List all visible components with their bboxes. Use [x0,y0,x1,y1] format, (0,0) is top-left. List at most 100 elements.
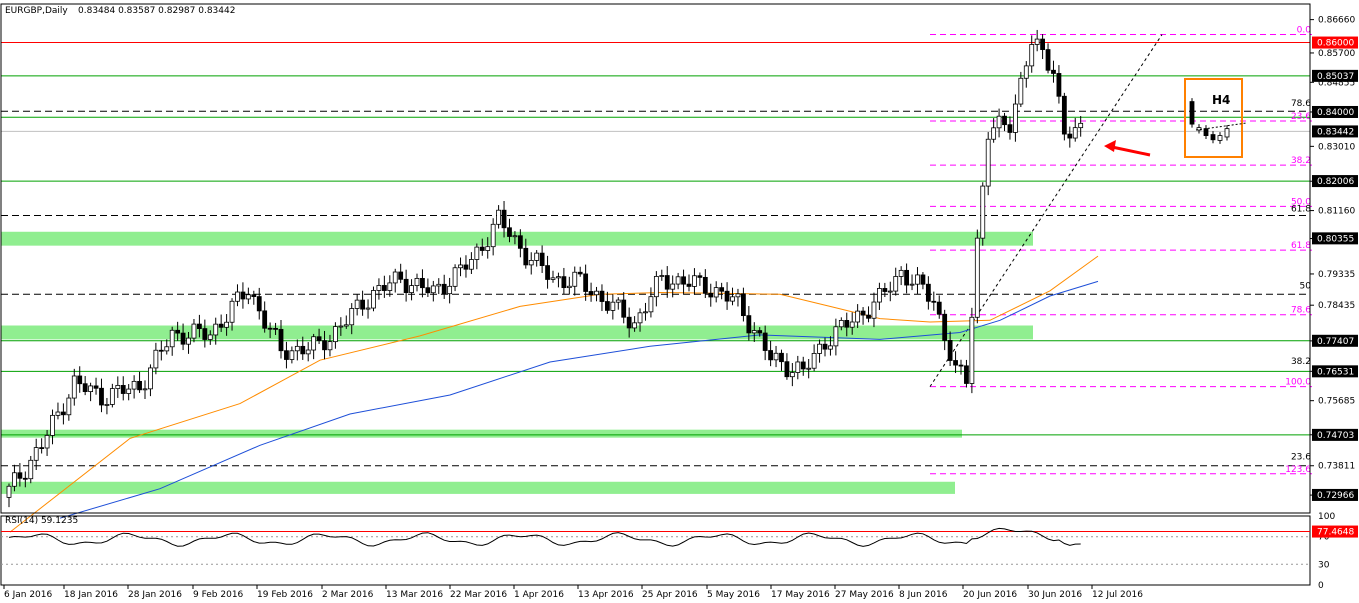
bullish-candle [474,246,480,260]
chart-frame [0,3,1311,586]
bearish-candle [251,294,257,297]
y-tick-label: 0.84855 [1318,78,1355,88]
bullish-candle [735,293,741,298]
bearish-candle [120,385,126,394]
rsi-label: RSI(14) 59.1235 [5,516,78,526]
bearish-candle [686,283,692,287]
bearish-candle [1040,38,1045,50]
bullish-candle [104,404,110,406]
bearish-candle [697,275,703,278]
bearish-candle [381,285,387,291]
price-tag [1312,175,1358,188]
bearish-candle [77,375,83,385]
moving-averages [9,255,1099,533]
bearish-candle [1002,115,1007,126]
bullish-candle [648,296,654,313]
bearish-candle [93,385,99,389]
bullish-candle [148,367,153,390]
bullish-candle [610,301,616,311]
h4-inset-box [1184,78,1243,158]
bearish-candle [360,299,366,310]
bullish-candle [496,209,502,225]
bearish-candle [1067,133,1073,139]
bullish-candle [534,252,540,261]
bullish-candle [235,291,240,302]
support-zone [1,231,1033,246]
y-tick-label: 0.73811 [1318,462,1355,472]
bullish-candle [224,321,230,328]
bearish-candle [1061,95,1067,135]
bullish-candle [887,290,893,293]
support-zone [1,325,1033,340]
bullish-candle [996,115,1002,129]
price-tag-label: 0.77407 [1317,337,1354,347]
bearish-candle [702,276,708,294]
bearish-candle [316,336,322,342]
bullish-candle [969,316,975,384]
bullish-candle [692,275,697,287]
bullish-candle [974,237,980,318]
bullish-candle [909,283,915,286]
bullish-candle [485,246,491,251]
x-tick-label: 13 Apr 2016 [578,590,634,600]
bullish-candle [186,337,191,345]
bearish-candle [17,472,23,479]
bearish-candle [621,299,627,318]
bullish-candle [55,411,61,416]
bearish-candle [784,361,790,378]
bullish-candle [153,349,159,369]
h4-inset [1184,78,1247,158]
fib-label: 50.0 [1291,197,1311,207]
red-arrow-shaft [1111,145,1151,157]
bearish-candle [779,352,784,363]
bullish-candle [675,276,681,285]
bullish-candle [670,283,676,290]
bullish-candle [572,271,578,287]
bullish-candle [615,299,621,303]
bearish-candle [964,365,969,384]
h4-label: H4 [1212,93,1230,107]
bullish-candle [991,127,997,140]
bullish-candle [191,323,197,339]
bullish-candle [409,285,414,294]
bullish-candle [447,285,453,295]
bearish-candle [1007,124,1013,133]
bearish-candle [762,332,768,351]
bearish-candle [664,275,670,290]
fib-label: 61.8 [1291,241,1311,251]
bearish-candle [822,343,828,350]
bullish-candle [245,294,251,300]
price-tag-label: 0.82006 [1317,177,1354,187]
bullish-candle [414,277,420,287]
rsi-plot-border [0,515,1311,586]
bullish-candle [289,350,295,360]
fib-label: 78.6 [1291,99,1311,109]
rsi-value-label: 77.4648 [1317,528,1354,538]
bullish-candle [985,138,991,187]
bearish-candle [768,350,773,361]
bearish-candle [545,265,550,280]
bearish-candle [561,276,567,289]
price-tag [1312,105,1358,118]
x-tick-label: 28 Jan 2016 [128,590,182,600]
bullish-candle [637,312,643,324]
x-tick-label: 30 Jun 2016 [1028,590,1082,600]
bullish-candle [213,323,219,336]
bullish-candle [164,346,170,352]
bullish-candle [659,275,665,277]
bullish-candle [550,277,556,280]
bearish-candle [300,345,306,355]
bearish-candle [1051,69,1056,74]
y-tick-label: 0.78435 [1318,301,1355,311]
bearish-candle [175,329,181,334]
bullish-candle [773,352,779,361]
bullish-candle [1023,65,1029,79]
bullish-candle [789,372,795,378]
bullish-candle [828,345,833,350]
bullish-candle [28,459,34,480]
fib-label: 61.8 [1291,205,1311,215]
h4-trend-line [1195,122,1247,131]
bullish-candle [556,276,561,279]
bullish-candle [311,336,317,351]
